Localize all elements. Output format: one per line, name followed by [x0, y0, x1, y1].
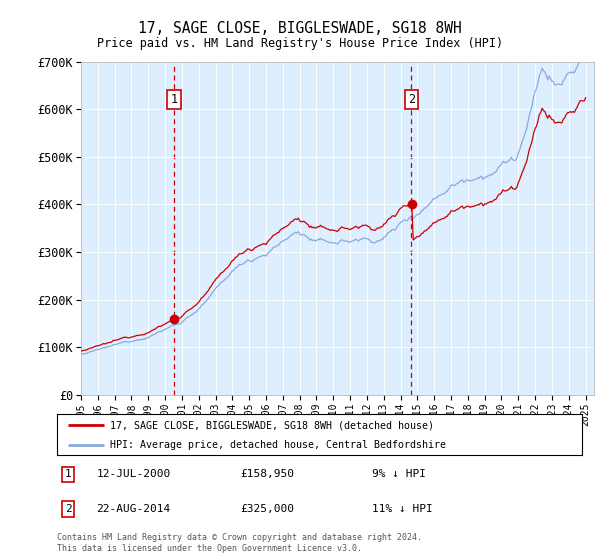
Text: 17, SAGE CLOSE, BIGGLESWADE, SG18 8WH: 17, SAGE CLOSE, BIGGLESWADE, SG18 8WH — [138, 21, 462, 36]
Text: HPI: Average price, detached house, Central Bedfordshire: HPI: Average price, detached house, Cent… — [110, 440, 445, 450]
Text: 17, SAGE CLOSE, BIGGLESWADE, SG18 8WH (detached house): 17, SAGE CLOSE, BIGGLESWADE, SG18 8WH (d… — [110, 421, 433, 430]
Text: £325,000: £325,000 — [241, 504, 295, 514]
Text: 1: 1 — [65, 469, 71, 479]
Text: Price paid vs. HM Land Registry's House Price Index (HPI): Price paid vs. HM Land Registry's House … — [97, 37, 503, 50]
Text: 22-AUG-2014: 22-AUG-2014 — [97, 504, 170, 514]
Text: 2: 2 — [65, 504, 71, 514]
Text: 9% ↓ HPI: 9% ↓ HPI — [372, 469, 426, 479]
Text: 11% ↓ HPI: 11% ↓ HPI — [372, 504, 433, 514]
Text: Contains HM Land Registry data © Crown copyright and database right 2024.
This d: Contains HM Land Registry data © Crown c… — [57, 533, 422, 553]
Text: £158,950: £158,950 — [241, 469, 295, 479]
Text: 1: 1 — [170, 93, 178, 106]
Text: 2: 2 — [408, 93, 415, 106]
Text: 12-JUL-2000: 12-JUL-2000 — [97, 469, 170, 479]
